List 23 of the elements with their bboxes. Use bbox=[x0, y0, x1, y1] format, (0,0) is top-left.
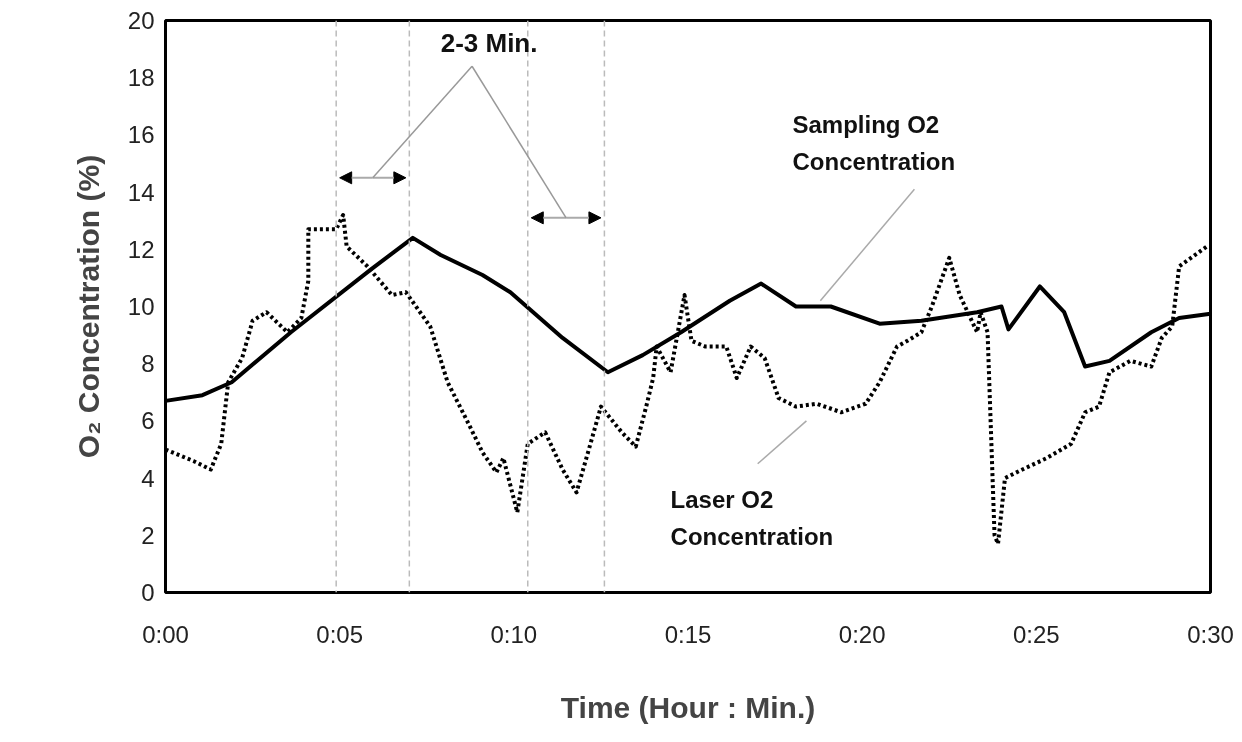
y-tick-label: 6 bbox=[141, 407, 155, 435]
annotation: 2-3 Min. bbox=[440, 27, 538, 58]
x-tick-label: 0:30 bbox=[1187, 620, 1234, 648]
y-tick-label: 8 bbox=[141, 350, 155, 378]
y-tick-label: 14 bbox=[127, 178, 155, 206]
y-axis-title: O₂ Concentration (%) bbox=[71, 154, 105, 459]
y-tick-label: 20 bbox=[127, 7, 155, 34]
x-tick-label: 0:25 bbox=[1012, 620, 1060, 648]
y-tick-label: 0 bbox=[141, 579, 155, 606]
y-tick-label: 18 bbox=[127, 64, 155, 92]
x-tick-label: 0:15 bbox=[664, 620, 712, 648]
y-tick-label: 4 bbox=[141, 464, 155, 492]
x-axis-title: Time (Hour : Min.) bbox=[560, 690, 816, 724]
text: Laser O2 Concentration bbox=[670, 486, 834, 550]
x-tick-label: 0:05 bbox=[316, 620, 364, 648]
x-tick-label: 0:00 bbox=[142, 620, 189, 648]
y-tick-label: 12 bbox=[127, 235, 155, 263]
y-tick-label: 2 bbox=[141, 521, 155, 549]
y-tick-label: 16 bbox=[127, 121, 155, 149]
text: Sampling O2 Concentration bbox=[792, 111, 956, 175]
y-tick-label: 10 bbox=[127, 293, 155, 320]
x-tick-label: 0:20 bbox=[838, 620, 886, 648]
x-tick-label: 0:10 bbox=[490, 620, 538, 648]
